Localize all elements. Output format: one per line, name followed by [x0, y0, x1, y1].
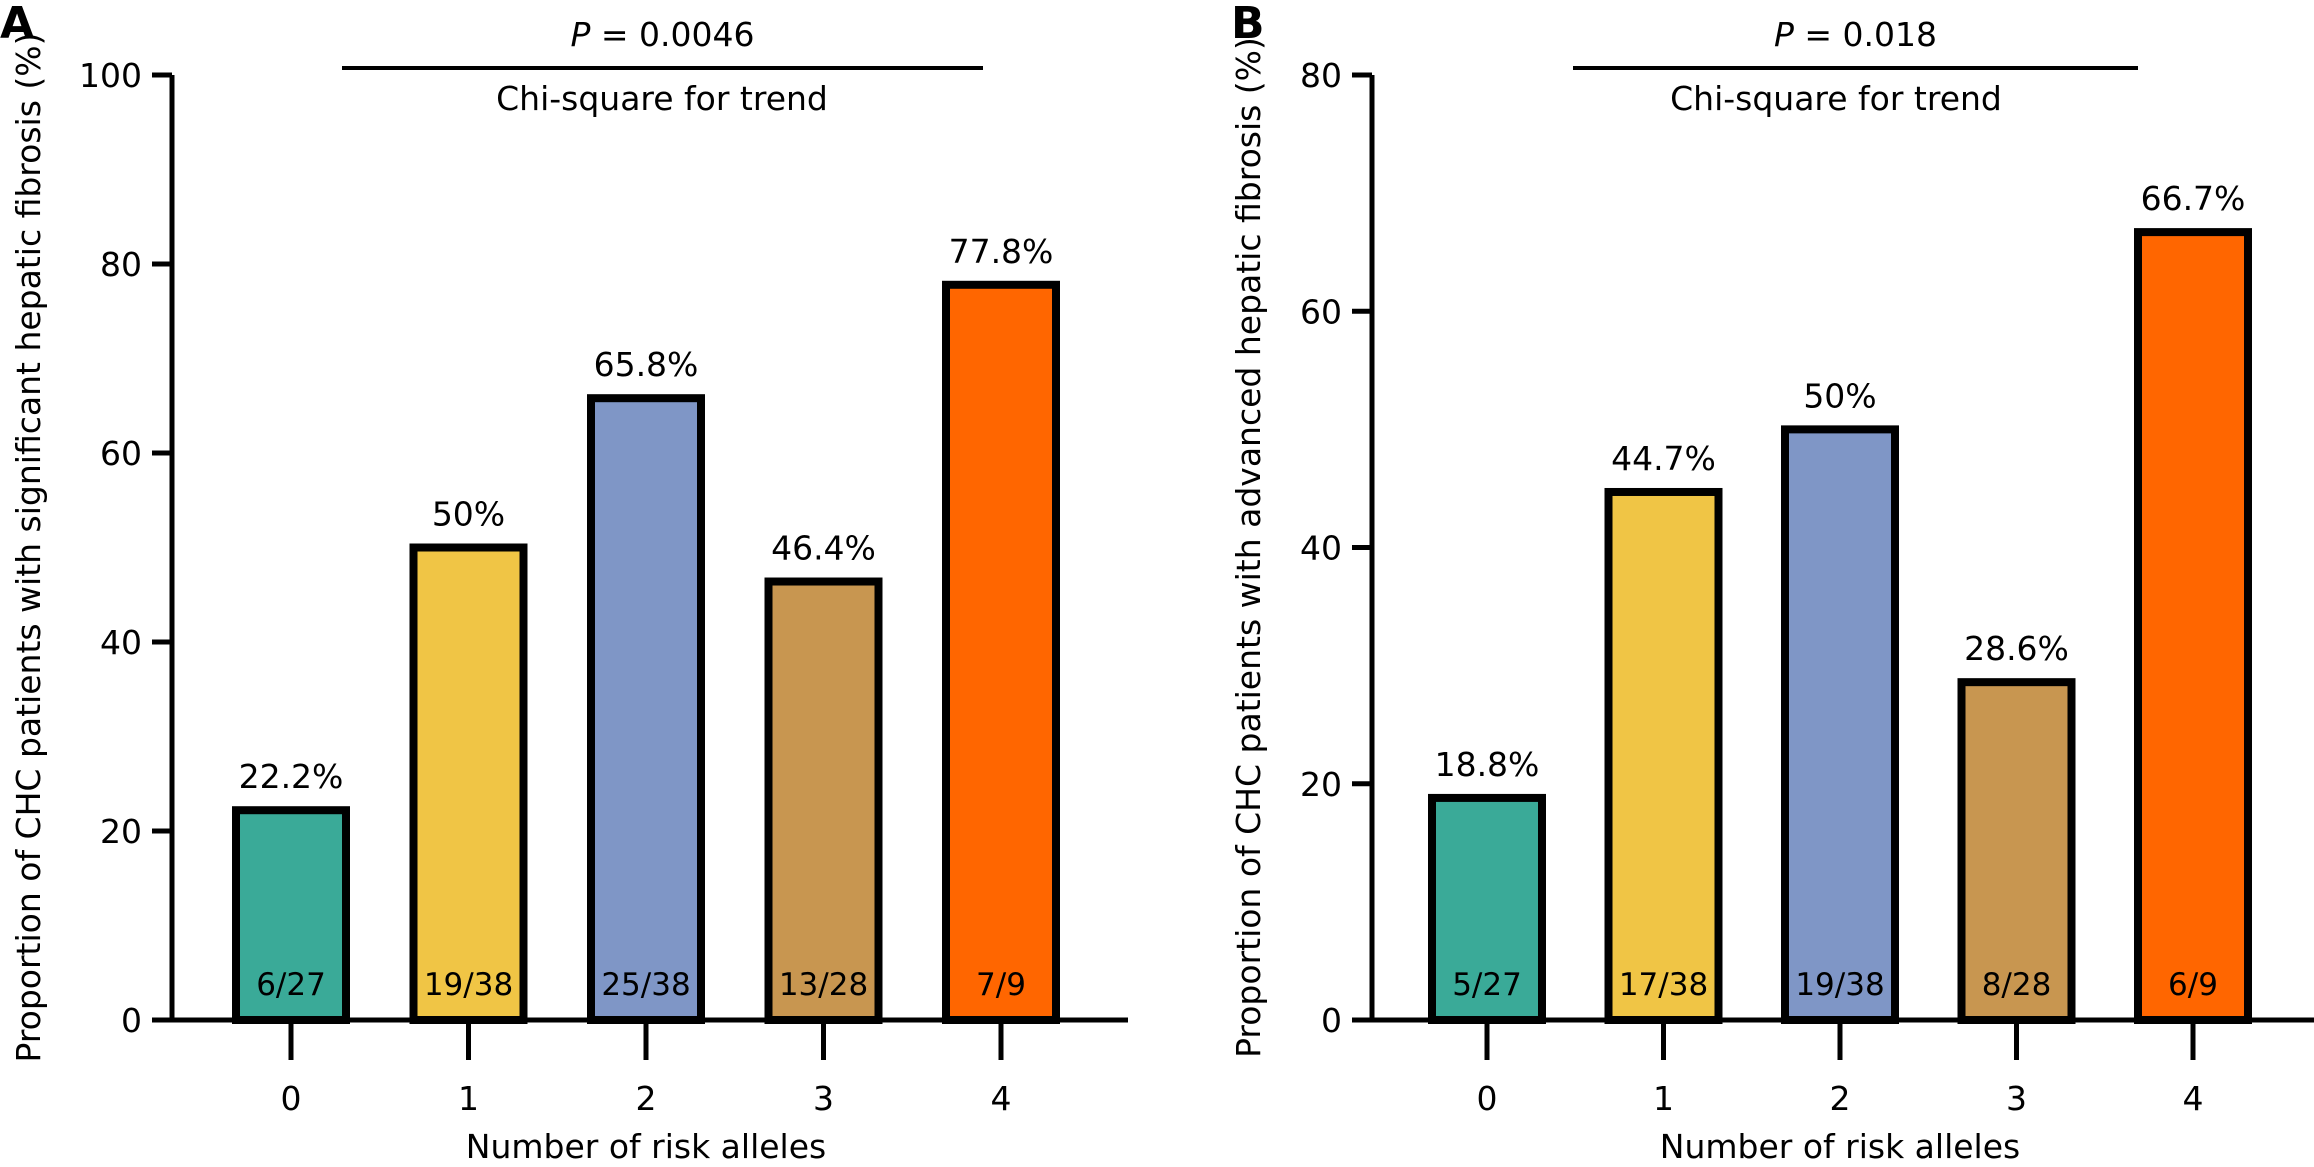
bar-value-label: 44.7% — [1611, 439, 1716, 478]
x-tick-label: 0 — [281, 1079, 302, 1118]
p-value-label: P = 0.018 — [1774, 15, 1937, 54]
test-name-label: Chi-square for trend — [496, 79, 828, 118]
bar-value-label: 50% — [1803, 376, 1876, 415]
bar — [1957, 678, 2076, 1024]
bar-count-label: 6/27 — [256, 967, 326, 1003]
bar — [1604, 487, 1723, 1024]
p-value-gap — [1794, 15, 1805, 54]
y-tick-label: 0 — [1321, 1001, 1342, 1040]
x-tick-label: 3 — [2006, 1079, 2027, 1118]
y-tick-label: 80 — [100, 245, 142, 284]
y-tick-label: 20 — [100, 812, 142, 851]
x-tick-label: 0 — [1477, 1079, 1498, 1118]
x-tick-label: 2 — [1830, 1079, 1851, 1118]
test-name-label: Chi-square for trend — [1670, 79, 2002, 118]
y-tick-label: 0 — [121, 1001, 142, 1040]
bar-count-label: 8/28 — [1982, 967, 2052, 1003]
y-axis-title: Proportion of CHC patients with signific… — [9, 33, 48, 1063]
bar — [409, 543, 528, 1024]
bar-count-label: 7/9 — [976, 967, 1026, 1003]
p-value-symbol: P — [570, 15, 590, 54]
bar-value-label: 46.4% — [771, 529, 876, 568]
x-tick-label: 1 — [458, 1079, 479, 1118]
bar-value-label: 77.8% — [949, 232, 1054, 271]
bar — [587, 394, 705, 1024]
bar-count-label: 13/28 — [779, 967, 868, 1003]
p-value-number: = 0.018 — [1804, 15, 1937, 54]
bar-count-label: 25/38 — [601, 967, 690, 1003]
x-tick-label: 1 — [1653, 1079, 1674, 1118]
p-value-symbol: P — [1774, 15, 1794, 54]
bar-count-label: 19/38 — [1795, 967, 1884, 1003]
panel-letter: B — [1231, 0, 1265, 49]
x-tick-label: 2 — [636, 1079, 657, 1118]
p-value-number: = 0.0046 — [601, 15, 755, 54]
y-tick-label: 60 — [1300, 292, 1342, 331]
bar-value-label: 50% — [432, 495, 505, 534]
p-value-label: P = 0.0046 — [570, 15, 754, 54]
bar — [1781, 425, 1899, 1024]
y-tick-label: 80 — [1300, 56, 1342, 95]
y-axis-title: Proportion of CHC patients with advanced… — [1229, 37, 1268, 1058]
panel-letter: A — [0, 0, 34, 49]
bar-value-label: 28.6% — [1964, 629, 2069, 668]
y-tick-label: 60 — [100, 434, 142, 473]
bar-count-label: 6/9 — [2168, 967, 2218, 1003]
x-axis-title: Number of risk alleles — [466, 1127, 826, 1166]
bar-value-label: 18.8% — [1435, 745, 1540, 784]
bar-value-label: 66.7% — [2141, 179, 2246, 218]
bar-value-label: 65.8% — [594, 345, 699, 384]
y-tick-label: 100 — [79, 56, 142, 95]
p-value-gap — [590, 15, 601, 54]
bar — [764, 577, 883, 1025]
y-tick-label: 40 — [1300, 529, 1342, 568]
bar-count-label: 17/38 — [1619, 967, 1708, 1003]
bar — [2134, 228, 2252, 1024]
bar — [942, 280, 1060, 1025]
bar-count-label: 19/38 — [424, 967, 513, 1003]
x-axis-title: Number of risk alleles — [1660, 1127, 2020, 1166]
bar — [232, 806, 350, 1025]
x-tick-label: 4 — [2183, 1079, 2204, 1118]
bar-value-label: 22.2% — [239, 757, 344, 796]
bar-count-label: 5/27 — [1452, 967, 1522, 1003]
y-tick-label: 20 — [1300, 765, 1342, 804]
x-tick-label: 4 — [991, 1079, 1012, 1118]
x-tick-label: 3 — [813, 1079, 834, 1118]
y-tick-label: 40 — [100, 623, 142, 662]
